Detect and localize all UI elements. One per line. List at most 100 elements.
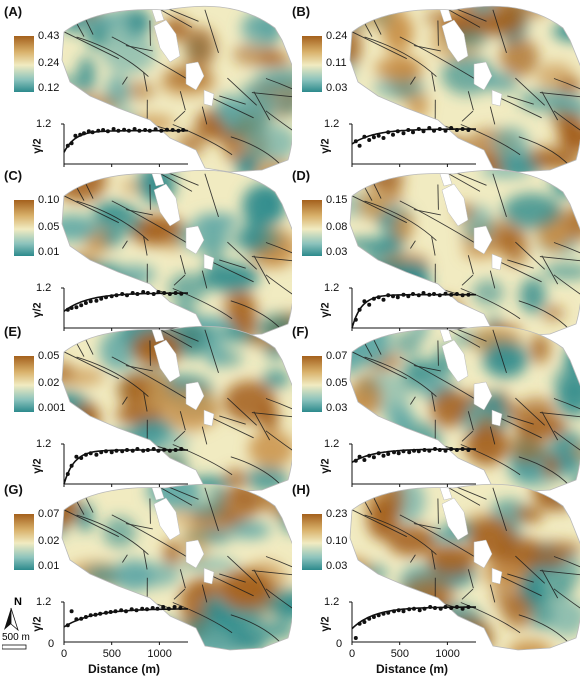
- variogram-point: [371, 135, 376, 140]
- x-tick: 0: [349, 648, 356, 660]
- legend-max-value: 0.10: [38, 194, 60, 206]
- variogram-point: [396, 451, 401, 456]
- variogram-point: [371, 296, 376, 301]
- variogram-plot: [61, 123, 188, 167]
- variogram-point: [93, 612, 98, 617]
- legend-mid-value: 0.10: [326, 535, 348, 547]
- variogram-point: [386, 130, 391, 135]
- variogram-point: [176, 128, 181, 133]
- variogram-point: [386, 452, 391, 456]
- variogram-point: [109, 294, 114, 299]
- variogram-point: [159, 128, 164, 133]
- legend-mid-value: 0.05: [326, 377, 348, 389]
- scale-bar: [2, 644, 27, 650]
- legend-min-value: 0.03: [326, 82, 348, 94]
- variogram-point: [353, 139, 358, 144]
- variogram-point: [65, 307, 70, 312]
- variogram-point: [65, 472, 70, 476]
- variogram-point: [162, 291, 167, 295]
- variogram-point: [460, 447, 465, 451]
- variogram-point: [386, 610, 391, 615]
- variogram-point: [161, 605, 166, 609]
- variogram-point: [173, 291, 178, 295]
- legend-min-value: 0.12: [38, 82, 60, 94]
- variogram-point: [69, 463, 74, 468]
- variogram-point: [105, 129, 110, 134]
- panel-label: (B): [292, 4, 311, 19]
- variogram-point: [122, 127, 127, 132]
- north-arrow: N 500 m: [2, 596, 38, 652]
- variogram-point: [466, 128, 471, 132]
- y-axis-label: γ/2: [319, 616, 332, 632]
- north-label: N: [14, 596, 22, 608]
- variogram-point: [145, 291, 150, 295]
- variogram-point: [114, 448, 119, 453]
- variogram-point: [422, 448, 427, 452]
- variogram-point: [156, 290, 161, 294]
- variogram-plot: [61, 601, 188, 645]
- variogram-point: [135, 292, 140, 296]
- y-axis-label: γ/2: [319, 138, 332, 154]
- variogram-point: [132, 127, 137, 131]
- variogram-point: [74, 305, 79, 310]
- variogram-point: [401, 292, 406, 297]
- variogram-point: [155, 606, 160, 611]
- variogram-point: [460, 127, 465, 131]
- variogram-point: [104, 610, 108, 615]
- variogram-point: [357, 307, 362, 312]
- variogram-point: [167, 448, 172, 453]
- variogram-point: [392, 609, 396, 614]
- variogram-point: [125, 293, 129, 298]
- panel-g: (G) 0.07 0.02 0.01 1.2 γ/2 0 0 500 1000 Distance (…: [0, 478, 292, 676]
- variogram-point: [392, 450, 396, 455]
- panel-b: (B) 0.24 0.11 0.03 1.2 γ/2: [288, 0, 580, 173]
- variogram-point: [99, 296, 104, 301]
- variogram-point: [376, 295, 381, 300]
- legend-max-value: 0.07: [38, 508, 60, 520]
- variogram-point: [437, 293, 442, 298]
- variogram-point: [181, 128, 186, 132]
- variogram-point: [78, 132, 83, 137]
- legend-mid-value: 0.11: [326, 57, 347, 69]
- x-tick: 1000: [435, 648, 460, 660]
- color-legend: 0.07 0.05 0.03: [302, 350, 362, 414]
- variogram-point: [417, 608, 422, 613]
- variogram-point: [116, 128, 121, 133]
- color-legend: 0.43 0.24 0.12: [14, 30, 74, 94]
- y-axis-label: γ/2: [319, 458, 332, 474]
- variogram-point: [406, 294, 411, 299]
- variogram-point: [449, 447, 454, 451]
- variogram-point: [145, 607, 149, 612]
- y-axis-label: γ/2: [31, 458, 44, 474]
- x-tick: 500: [390, 648, 410, 660]
- color-legend: 0.10 0.05 0.01: [14, 194, 74, 258]
- variogram-point: [371, 455, 376, 460]
- variogram-point: [170, 128, 175, 132]
- variogram-point: [96, 128, 101, 133]
- variogram-point: [362, 620, 367, 624]
- variogram-point: [147, 128, 152, 133]
- interpolated-map: [61, 325, 292, 493]
- panel-a: (A) 0.43 0.24 0.12 1.2 γ/2: [0, 0, 292, 173]
- legend-min-value: 0.001: [38, 402, 66, 414]
- variogram-point: [454, 605, 459, 609]
- panel-label: (D): [292, 168, 311, 183]
- panel-label: (A): [4, 4, 23, 19]
- x-axis-title: Distance (m): [376, 662, 449, 676]
- variogram-point: [401, 609, 406, 614]
- legend-min-value: 0.03: [326, 246, 348, 258]
- legend-max-value: 0.05: [38, 350, 60, 362]
- color-legend: 0.23 0.10 0.03: [302, 508, 362, 572]
- variogram-point: [411, 130, 415, 135]
- legend-max-value: 0.24: [326, 30, 348, 42]
- variogram-plot: [349, 601, 476, 645]
- color-legend: 0.24 0.11 0.03: [302, 30, 362, 94]
- variogram-point: [119, 608, 124, 613]
- variogram-plot: [61, 287, 188, 331]
- variogram-point: [79, 303, 84, 308]
- x-tick: 0: [61, 648, 68, 660]
- variogram-point: [433, 447, 437, 451]
- legend-mid-value: 0.02: [38, 535, 60, 547]
- variogram-point: [357, 143, 362, 148]
- panel-e: (E) 0.05 0.02 0.001 1.2 γ/2: [0, 320, 292, 493]
